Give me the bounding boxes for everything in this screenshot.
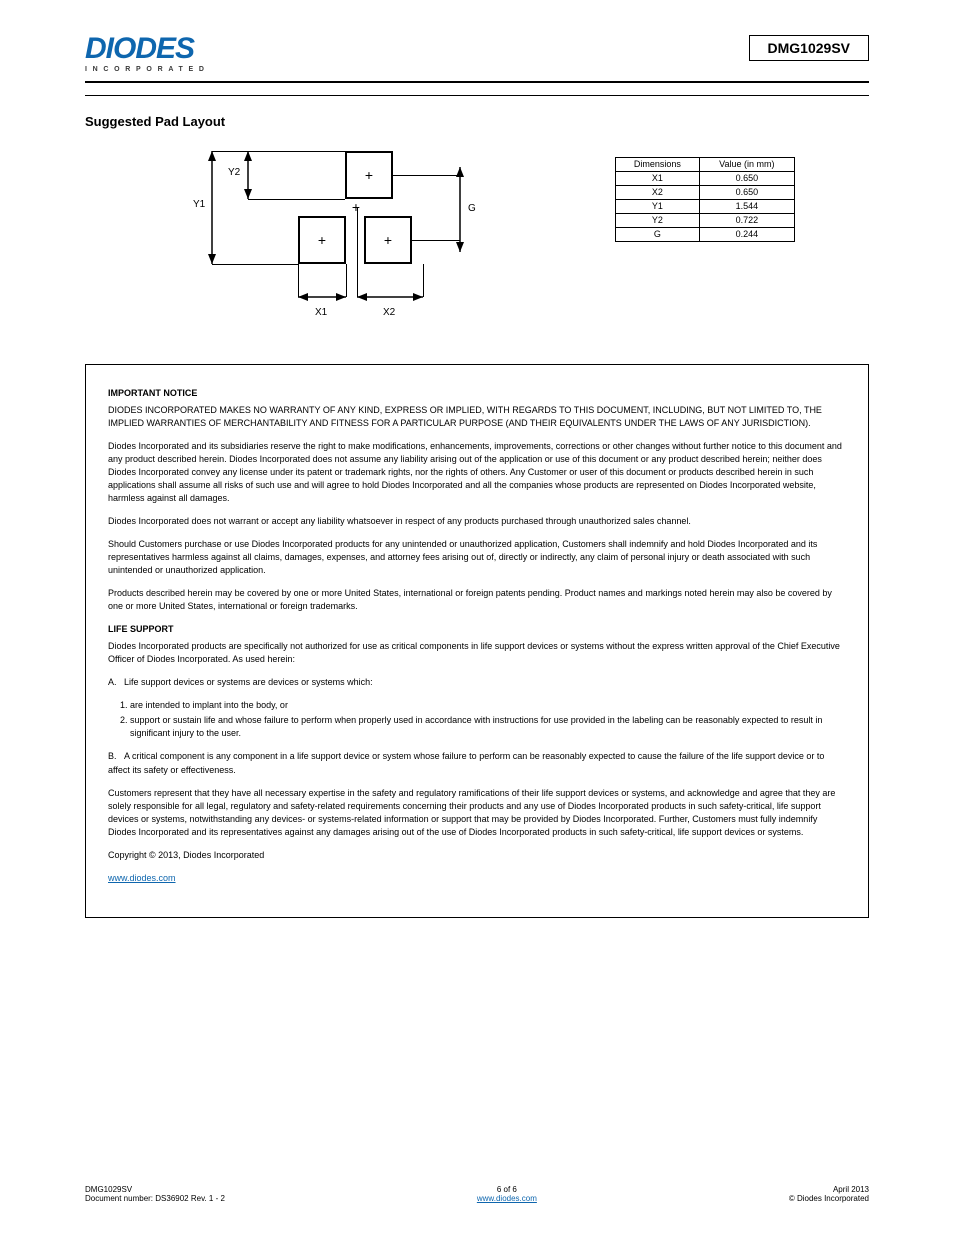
notice-heading: LIFE SUPPORT <box>108 623 846 636</box>
footer-url-link[interactable]: www.diodes.com <box>477 1194 537 1203</box>
footer-doc-number: Document number: DS36902 Rev. 1 - 2 <box>85 1194 225 1203</box>
notice-paragraph: DIODES INCORPORATED MAKES NO WARRANTY OF… <box>108 404 846 430</box>
page-footer: DMG1029SV Document number: DS36902 Rev. … <box>85 1185 869 1203</box>
extension-line <box>212 151 345 152</box>
plus-icon: + <box>384 232 392 248</box>
notice-paragraph: Customers represent that they have all n… <box>108 787 846 839</box>
table-row: Y11.544 <box>616 199 795 213</box>
table-header: Dimensions <box>616 157 700 171</box>
extension-line <box>212 264 298 265</box>
notice-url-link[interactable]: www.diodes.com <box>108 873 176 883</box>
divider <box>85 95 869 96</box>
plus-icon: + <box>365 167 373 183</box>
plus-icon: + <box>352 199 360 215</box>
footer-page-number: 6 of 6 <box>477 1185 537 1194</box>
part-number: DMG1029SV <box>749 35 869 61</box>
footer-date: April 2013 <box>789 1185 869 1194</box>
dim-label-x1: X1 <box>315 307 327 318</box>
dim-label-y2: Y2 <box>228 167 240 178</box>
dim-label-g: G <box>468 203 476 214</box>
table-header: Value (in mm) <box>699 157 794 171</box>
notice-list-item: A. Life support devices or systems are d… <box>108 676 846 689</box>
footer-part-number: DMG1029SV <box>85 1185 225 1194</box>
extension-line <box>248 199 345 200</box>
dimension-arrow <box>298 291 346 303</box>
footer-copyright: © Diodes Incorporated <box>789 1194 869 1203</box>
notice-heading: IMPORTANT NOTICE <box>108 387 846 400</box>
dimension-arrow <box>357 291 423 303</box>
dim-label-x2: X2 <box>383 307 395 318</box>
logo-text: DIODES <box>85 35 265 64</box>
extension-line <box>423 264 424 297</box>
table-row: G0.244 <box>616 227 795 241</box>
dimension-arrow <box>242 151 254 199</box>
notice-copyright: Copyright © 2013, Diodes Incorporated <box>108 849 846 862</box>
extension-line <box>346 264 347 297</box>
notice-list-subitem: support or sustain life and whose failur… <box>130 714 846 740</box>
notice-paragraph: Should Customers purchase or use Diodes … <box>108 538 846 577</box>
notice-paragraph: Diodes Incorporated does not warrant or … <box>108 515 846 528</box>
notice-list-item: B. A critical component is any component… <box>108 750 846 776</box>
notice-list-subitem: are intended to implant into the body, o… <box>130 699 846 712</box>
dimension-arrow <box>206 151 218 264</box>
important-notice: IMPORTANT NOTICE DIODES INCORPORATED MAK… <box>85 364 869 918</box>
extension-line <box>393 175 460 176</box>
notice-paragraph: Diodes Incorporated and its subsidiaries… <box>108 440 846 505</box>
table-row: X20.650 <box>616 185 795 199</box>
dim-label-y1: Y1 <box>193 199 205 210</box>
section-title: Suggested Pad Layout <box>85 114 869 129</box>
table-row: X10.650 <box>616 171 795 185</box>
notice-paragraph: Products described herein may be covered… <box>108 587 846 613</box>
divider <box>85 81 869 83</box>
extension-line <box>412 240 460 241</box>
extension-line <box>357 207 358 297</box>
notice-paragraph: Diodes Incorporated products are specifi… <box>108 640 846 666</box>
dimension-table: Dimensions Value (in mm) X10.650 X20.650… <box>615 157 795 242</box>
logo: DIODES INCORPORATED <box>85 35 265 73</box>
table-row: Y20.722 <box>616 213 795 227</box>
pad-layout-diagram: + + + + Y1 Y2 <box>190 147 530 342</box>
extension-line <box>298 264 299 297</box>
logo-subtext: INCORPORATED <box>85 66 265 73</box>
plus-icon: + <box>318 232 326 248</box>
